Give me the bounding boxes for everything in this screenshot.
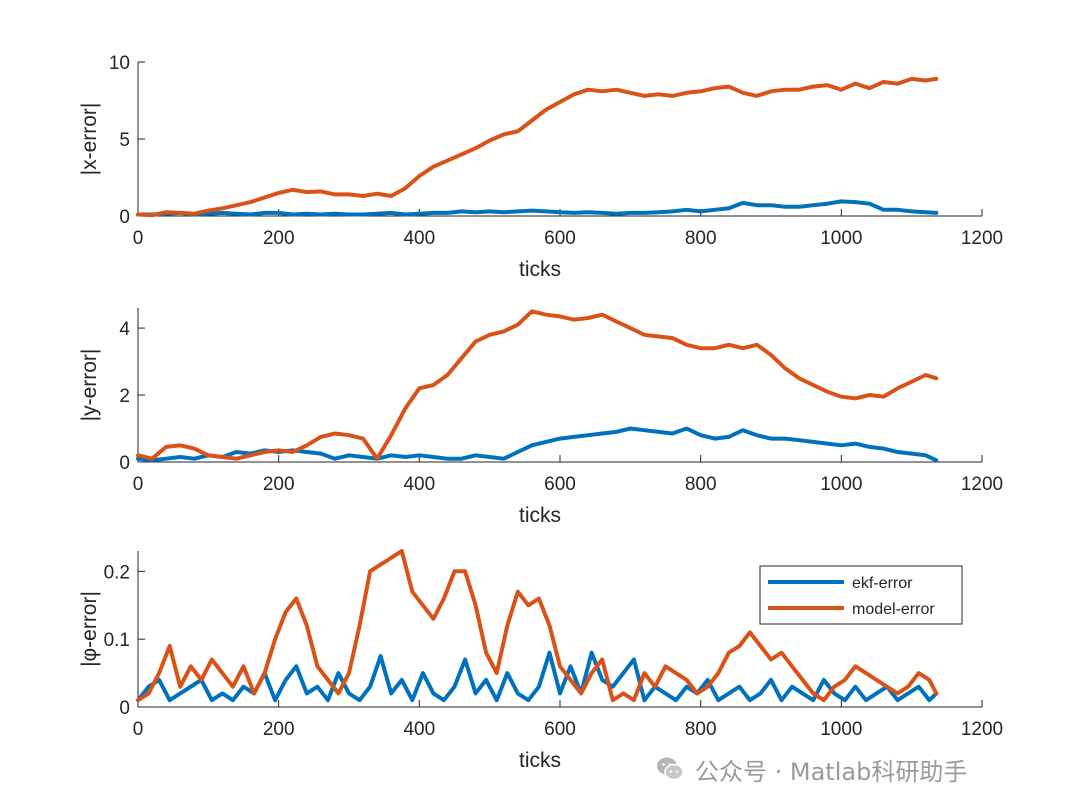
y-tick-label: 4 [119,319,130,340]
series-line-ekf-error [136,650,939,703]
x-tick-label: 600 [544,474,576,495]
y-axis-label: |x-error| [78,103,101,176]
y-axis-label: |φ-error| [78,591,101,667]
y-tick-label: 0 [119,207,130,228]
legend-label-model-error: model-error [852,601,935,618]
series-line-model-error [136,76,939,218]
x-tick-label: 1000 [820,719,862,740]
x-tick-label: 400 [403,474,435,495]
x-axis-label: ticks [519,258,561,281]
y-tick-label: 0.1 [104,630,130,651]
y-tick-label: 0 [119,453,130,474]
x-tick-label: 0 [133,474,144,495]
y-axis-label: |y-error| [78,349,101,422]
y-tick-label: 0 [119,698,130,719]
x-tick-label: 1200 [961,474,1003,495]
x-tick-label: 200 [263,719,295,740]
series-line-model-error [136,309,939,461]
x-tick-label: 1000 [820,474,862,495]
x-tick-label: 400 [403,228,435,249]
y-tick-label: 2 [119,386,130,407]
series-line-ekf-error [136,199,939,217]
x-axis-label: ticks [519,749,561,772]
x-tick-label: 600 [544,719,576,740]
x-tick-label: 800 [685,719,717,740]
legend-box [759,565,963,625]
y-tick-label: 5 [119,130,130,151]
x-tick-label: 800 [685,228,717,249]
x-axis-label: ticks [519,504,561,527]
watermark-text: 公众号 · Matlab科研助手 [695,757,968,786]
x-tick-label: 200 [263,228,295,249]
x-tick-label: 600 [544,228,576,249]
x-tick-label: 1200 [961,719,1003,740]
x-tick-label: 1000 [820,228,862,249]
y-tick-label: 0.2 [104,562,130,583]
watermark: 公众号 · Matlab科研助手 [655,752,967,786]
x-tick-label: 1200 [961,228,1003,249]
x-tick-label: 0 [133,228,144,249]
legend-label-ekf-error: ekf-error [852,575,913,592]
x-tick-label: 800 [685,474,717,495]
x-tick-label: 400 [403,719,435,740]
y-tick-label: 10 [109,53,130,74]
series-line-model-error [136,549,939,703]
x-tick-label: 0 [133,719,144,740]
wechat-icon [657,757,684,781]
x-tick-label: 200 [263,474,295,495]
